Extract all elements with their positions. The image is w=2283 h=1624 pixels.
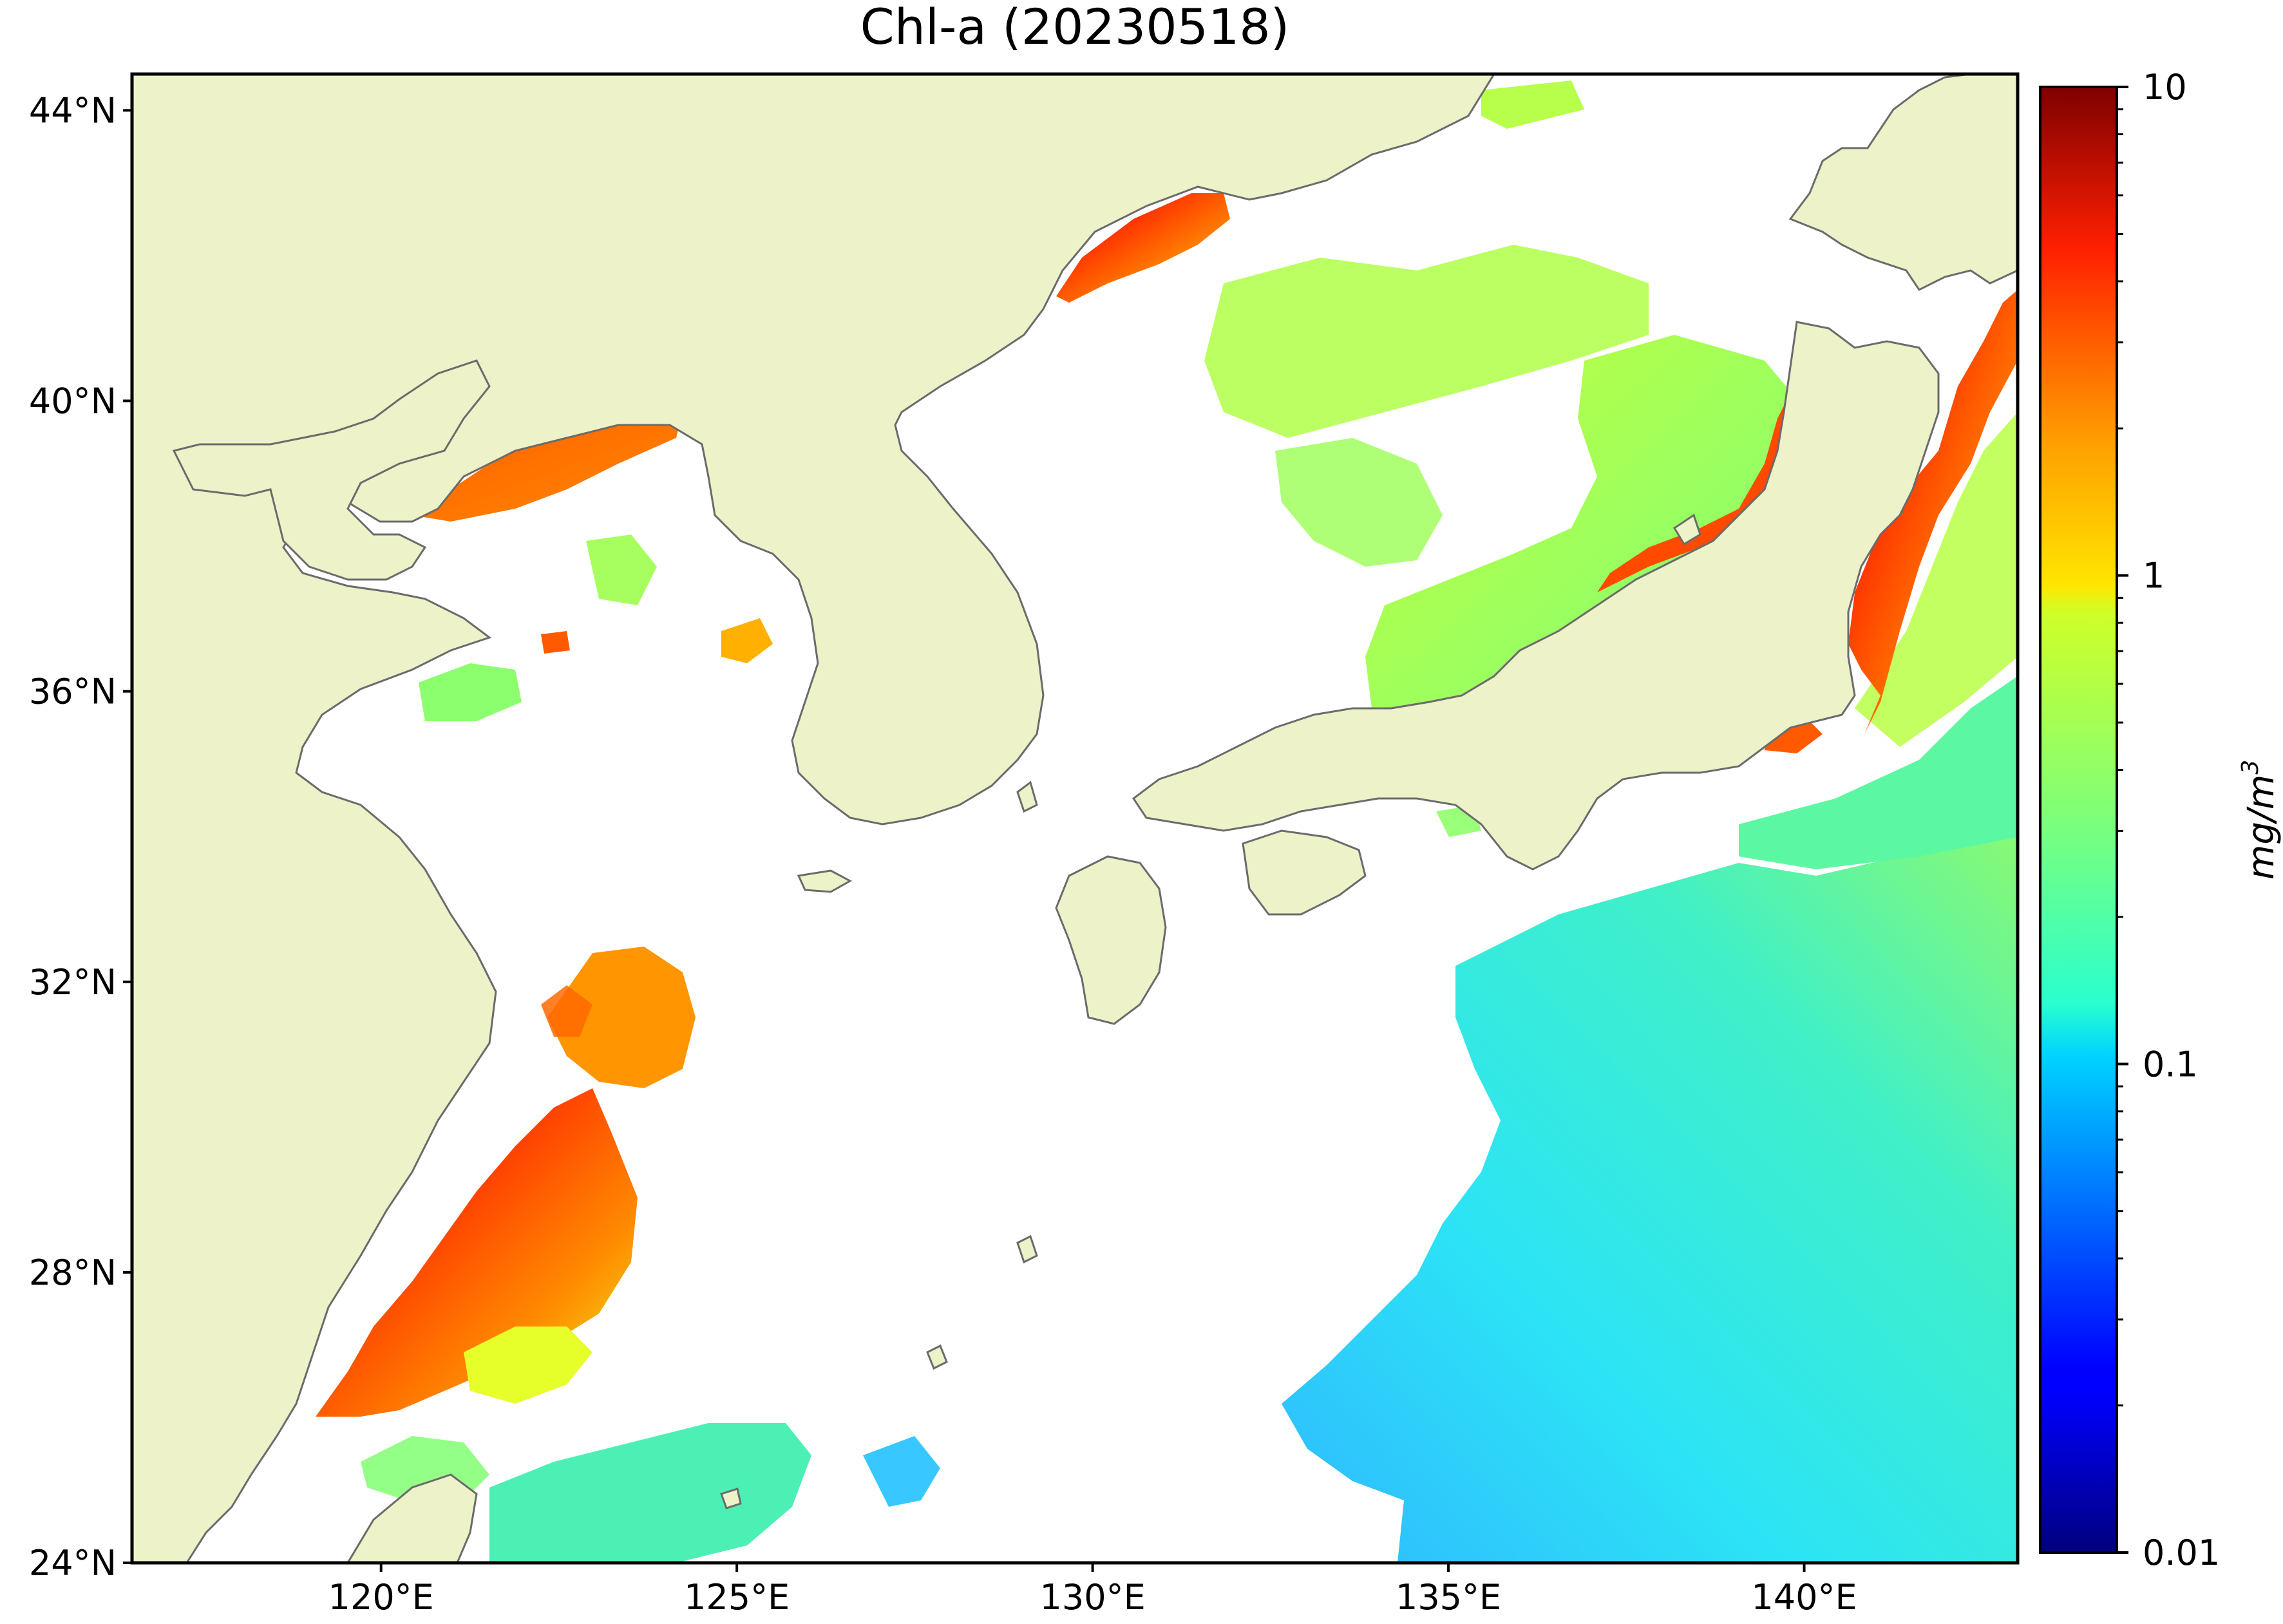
kuroshio-front-chl xyxy=(1855,412,2018,747)
colorbar-tick-label: 0.1 xyxy=(2143,1044,2198,1084)
yellow-sea-patch-3 xyxy=(541,631,570,654)
lat-tick-label: 44°N xyxy=(29,90,117,131)
lat-tick-label: 32°N xyxy=(29,962,117,1003)
lon-tick-label: 120°E xyxy=(328,1577,434,1618)
lon-tick-label: 140°E xyxy=(1751,1577,1857,1618)
japan-sado-island xyxy=(1672,513,1701,546)
japan-east-coast-bloom xyxy=(1848,290,2018,734)
japan-sea-west-chl xyxy=(1275,438,1443,567)
colorbar: 10 1 0.1 0.01 mg/m3 xyxy=(2039,67,2282,1573)
colorbar-tick-label: 1 xyxy=(2143,556,2165,596)
lon-tick-label: 130°E xyxy=(1040,1577,1146,1618)
yellow-sea-patch-4 xyxy=(721,618,773,663)
colorbar-label-superscript: 3 xyxy=(2237,760,2264,775)
taiwan-strait-chl xyxy=(489,1423,811,1563)
colorbar-ticks: 10 1 0.1 0.01 xyxy=(2117,67,2220,1573)
ryukyu-island-3 xyxy=(720,1487,742,1509)
land-layer xyxy=(132,74,2018,1563)
lon-axis: 120°E 125°E 130°E 135°E 140°E xyxy=(328,1563,1857,1618)
yellow-sea-patch-2 xyxy=(586,534,657,605)
map-frame xyxy=(130,72,2020,1565)
colorbar-tick-label: 0.01 xyxy=(2143,1533,2220,1573)
lat-axis: 24°N 28°N 32°N 36°N 40°N 44°N xyxy=(29,90,132,1583)
zhejiang-offshore-chl xyxy=(464,1327,592,1404)
japan-honshu xyxy=(1132,321,1940,871)
colorbar-label: mg/m3 xyxy=(2237,760,2282,880)
japan-hokkaido xyxy=(1788,74,2018,291)
japan-sea-north-chl xyxy=(1204,245,1649,438)
lat-tick-label: 28°N xyxy=(29,1252,117,1293)
lat-tick-label: 40°N xyxy=(29,381,117,422)
pacific-east-japan-chl xyxy=(1739,676,2018,869)
japan-kyushu xyxy=(1055,855,1167,1025)
chart-title: Chl-a (20230518) xyxy=(860,0,1290,55)
yangtze-plume-inner xyxy=(541,985,592,1037)
jeju-island xyxy=(797,869,853,893)
open-ocean-chl-field xyxy=(1282,811,2018,1563)
japan-sea-chl-field xyxy=(1365,335,1797,728)
colorbar-gradient xyxy=(2039,86,2118,1554)
lat-tick-label: 36°N xyxy=(29,672,117,712)
japan-shikoku xyxy=(1242,829,1367,916)
liaodong-shandong-inner xyxy=(172,359,491,581)
map-panel xyxy=(132,74,2018,1563)
sea-of-okhotsk-strip xyxy=(1481,80,1584,129)
lat-tick-label: 24°N xyxy=(29,1543,117,1583)
asian-mainland xyxy=(132,74,1495,1563)
taiwan-island xyxy=(346,1473,478,1563)
lon-tick-label: 125°E xyxy=(684,1577,790,1618)
ryukyu-chl xyxy=(863,1436,940,1507)
ryukyu-island-2 xyxy=(926,1344,948,1370)
ryukyu-island-1 xyxy=(1016,1234,1038,1264)
colorbar-tick-label: 10 xyxy=(2143,67,2187,108)
tsushima-island xyxy=(1016,780,1038,813)
yangtze-plume-chl xyxy=(547,947,696,1088)
primorye-coast-chl xyxy=(1056,193,1230,303)
lon-tick-label: 135°E xyxy=(1396,1577,1501,1618)
chl-data-layer xyxy=(180,80,2018,1563)
yellow-sea-patch-1 xyxy=(419,663,522,721)
